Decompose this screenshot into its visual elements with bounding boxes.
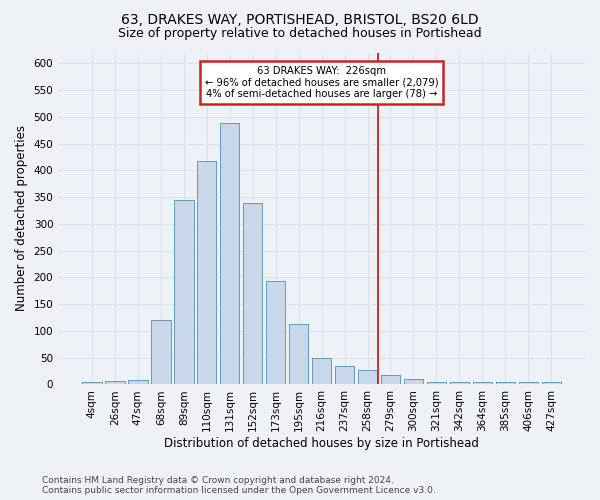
Bar [335, 366, 355, 384]
Bar [243, 204, 262, 384]
Bar [220, 123, 239, 384]
Bar [128, 380, 148, 384]
Bar [174, 200, 194, 384]
Bar [381, 375, 400, 384]
Text: 63, DRAKES WAY, PORTISHEAD, BRISTOL, BS20 6LD: 63, DRAKES WAY, PORTISHEAD, BRISTOL, BS2… [121, 12, 479, 26]
Bar [449, 382, 469, 384]
Bar [358, 370, 377, 384]
Bar [312, 358, 331, 384]
Bar [542, 382, 561, 384]
X-axis label: Distribution of detached houses by size in Portishead: Distribution of detached houses by size … [164, 437, 479, 450]
Text: 63 DRAKES WAY:  226sqm
← 96% of detached houses are smaller (2,079)
4% of semi-d: 63 DRAKES WAY: 226sqm ← 96% of detached … [205, 66, 439, 99]
Bar [151, 320, 170, 384]
Text: Size of property relative to detached houses in Portishead: Size of property relative to detached ho… [118, 28, 482, 40]
Bar [105, 380, 125, 384]
Bar [197, 160, 217, 384]
Bar [473, 382, 492, 384]
Text: Contains HM Land Registry data © Crown copyright and database right 2024.
Contai: Contains HM Land Registry data © Crown c… [42, 476, 436, 495]
Bar [289, 324, 308, 384]
Bar [518, 382, 538, 384]
Bar [404, 379, 423, 384]
Y-axis label: Number of detached properties: Number of detached properties [15, 126, 28, 312]
Bar [496, 382, 515, 384]
Bar [427, 382, 446, 384]
Bar [266, 281, 286, 384]
Bar [82, 382, 101, 384]
